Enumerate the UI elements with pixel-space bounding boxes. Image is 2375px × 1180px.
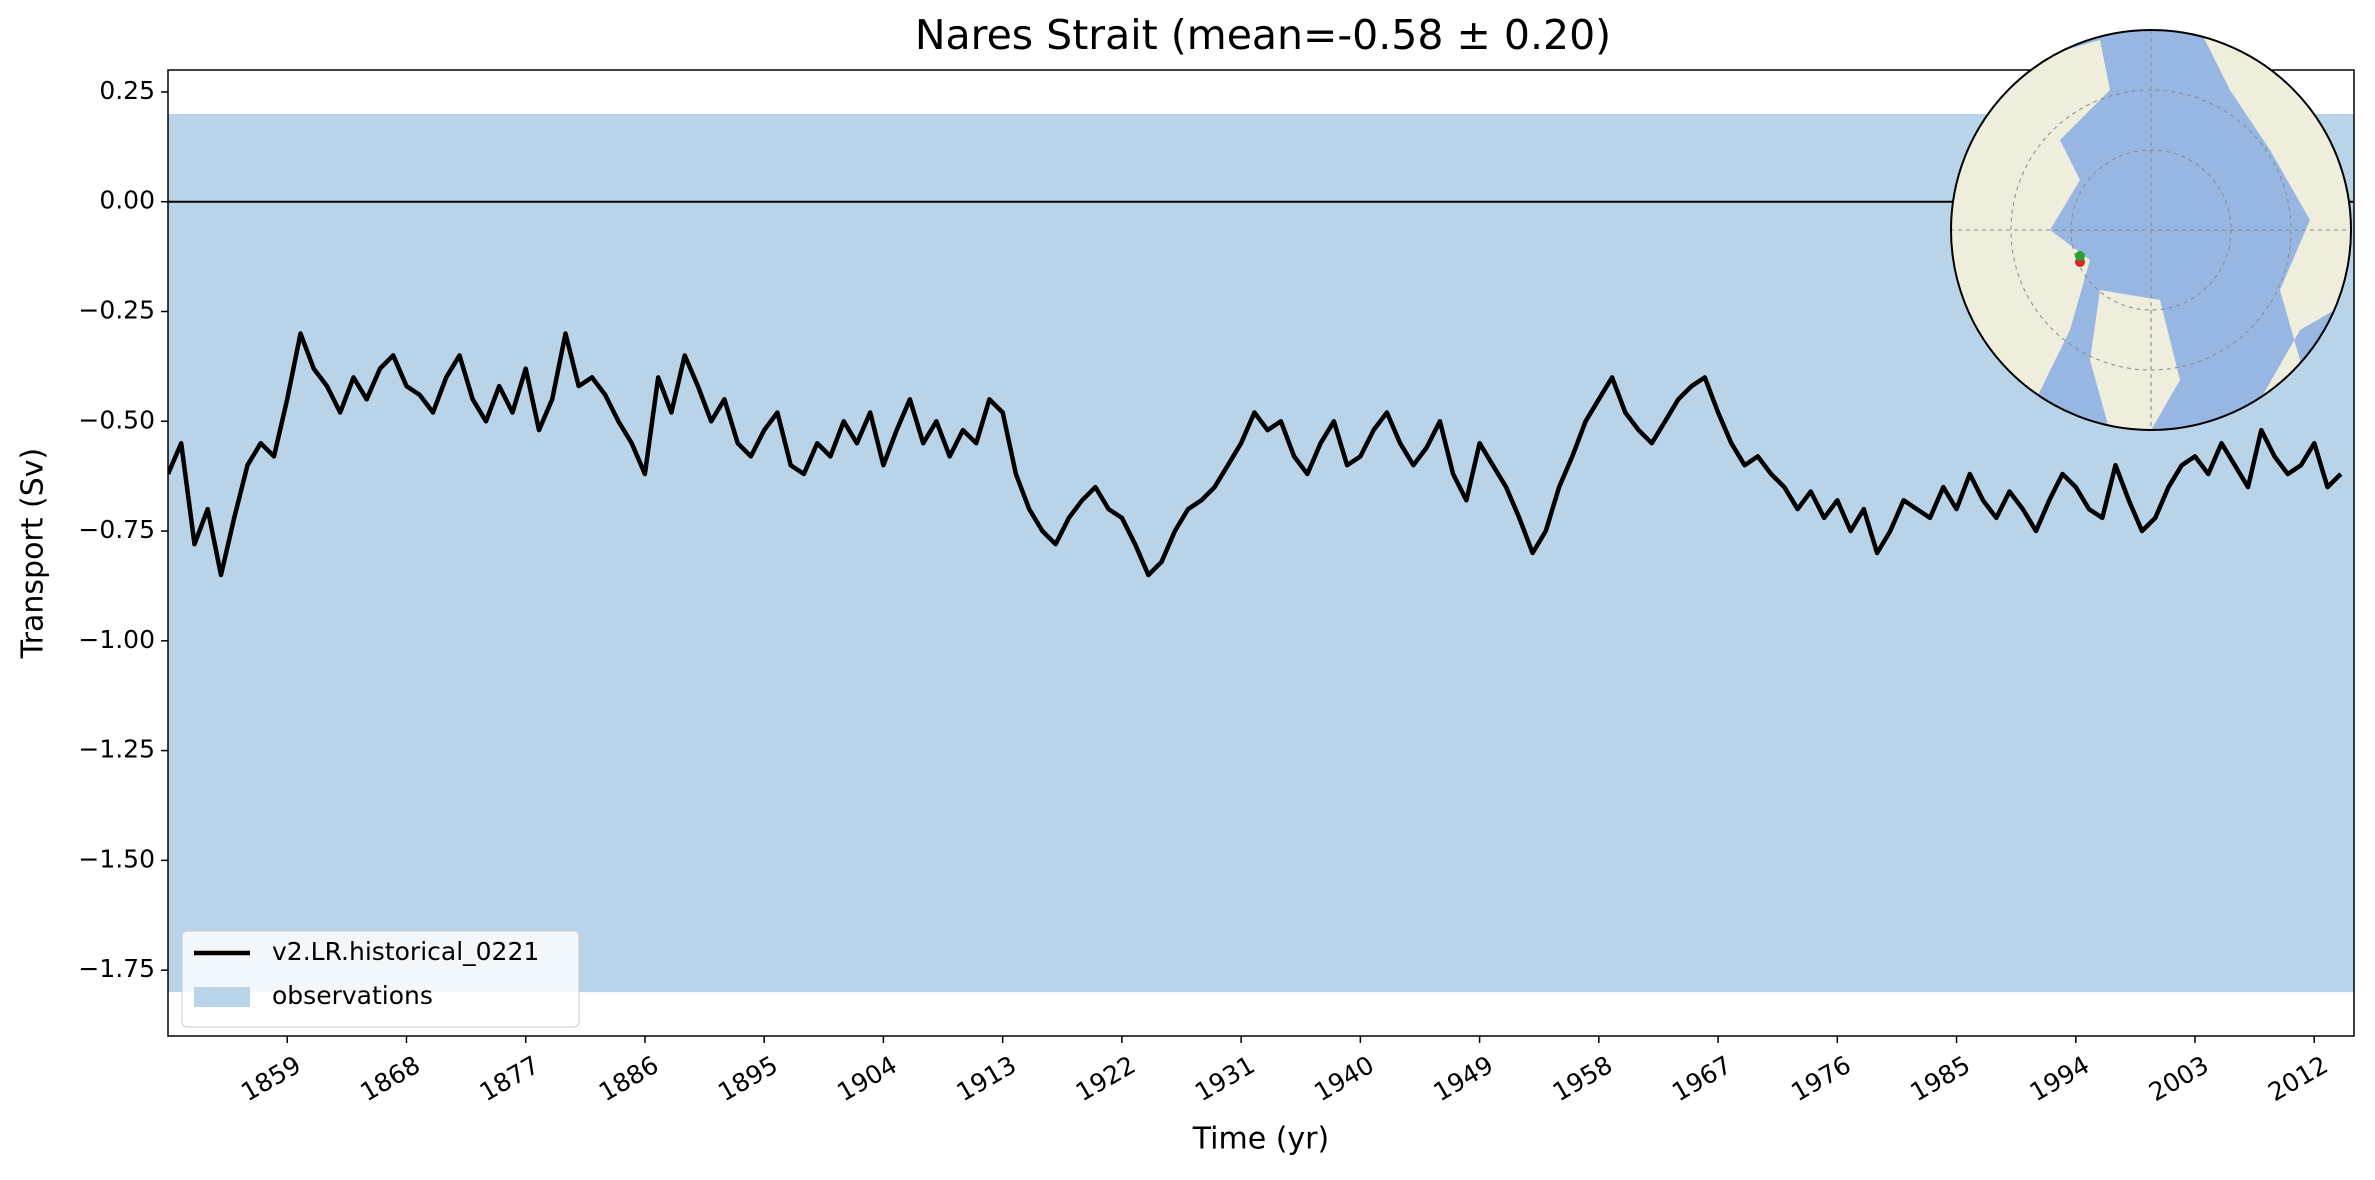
x-tick-label: 1868: [355, 1050, 425, 1107]
x-tick-label: 1913: [952, 1050, 1022, 1107]
inset-map: [1950, 29, 2352, 431]
legend-label: observations: [272, 981, 433, 1010]
map-land: [1951, 40, 2110, 430]
map-content: [1951, 30, 2351, 430]
map-border: [1950, 29, 2352, 431]
x-tick-label: 1940: [1309, 1050, 1379, 1107]
x-tick-label: 1877: [475, 1050, 545, 1107]
y-tick-label: −1.50: [78, 844, 155, 873]
x-tick-label: 1904: [832, 1050, 902, 1107]
x-tick-label: 1895: [713, 1050, 783, 1107]
x-axis-label: Time (yr): [1192, 1122, 1329, 1157]
y-tick-label: −1.25: [78, 735, 155, 764]
map-land: [2200, 30, 2351, 430]
y-tick-label: 0.00: [99, 186, 155, 215]
legend-box: [181, 930, 580, 1028]
legend: v2.LR.historical_0221 observations: [181, 930, 580, 1028]
x-tick-label: 1976: [1786, 1050, 1856, 1107]
axes-frame: [167, 69, 2355, 1037]
y-axis-label: Transport (Sv): [16, 448, 51, 660]
y-tick-label: 0.25: [99, 76, 155, 105]
data-line: [168, 331, 2343, 578]
x-tick-label: 1949: [1428, 1050, 1498, 1107]
y-tick-label: −0.50: [78, 405, 155, 434]
x-tick-label: 1985: [1905, 1050, 1975, 1107]
x-tick-label: 1931: [1190, 1050, 1260, 1107]
map-land: [2090, 290, 2180, 430]
legend-label: v2.LR.historical_0221: [272, 937, 539, 966]
x-tick-label: 1886: [594, 1050, 664, 1107]
x-tick-label: 1859: [236, 1050, 306, 1107]
x-tick-label: 1994: [2025, 1050, 2095, 1107]
y-tick-label: −0.25: [78, 296, 155, 325]
x-tick-label: 2012: [2263, 1050, 2333, 1107]
map-point: [2075, 251, 2085, 261]
legend-swatch: [194, 987, 250, 1007]
chart-title: Nares Strait (mean=-0.58 ± 0.20): [915, 11, 1611, 59]
y-tick-label: −1.75: [78, 954, 155, 983]
y-tick-label: −0.75: [78, 515, 155, 544]
x-tick-label: 1922: [1071, 1050, 1141, 1107]
y-tick-label: −1.00: [78, 625, 155, 654]
x-tick-label: 1967: [1667, 1050, 1737, 1107]
x-tick-label: 1958: [1548, 1050, 1618, 1107]
x-tick-label: 2003: [2144, 1050, 2214, 1107]
